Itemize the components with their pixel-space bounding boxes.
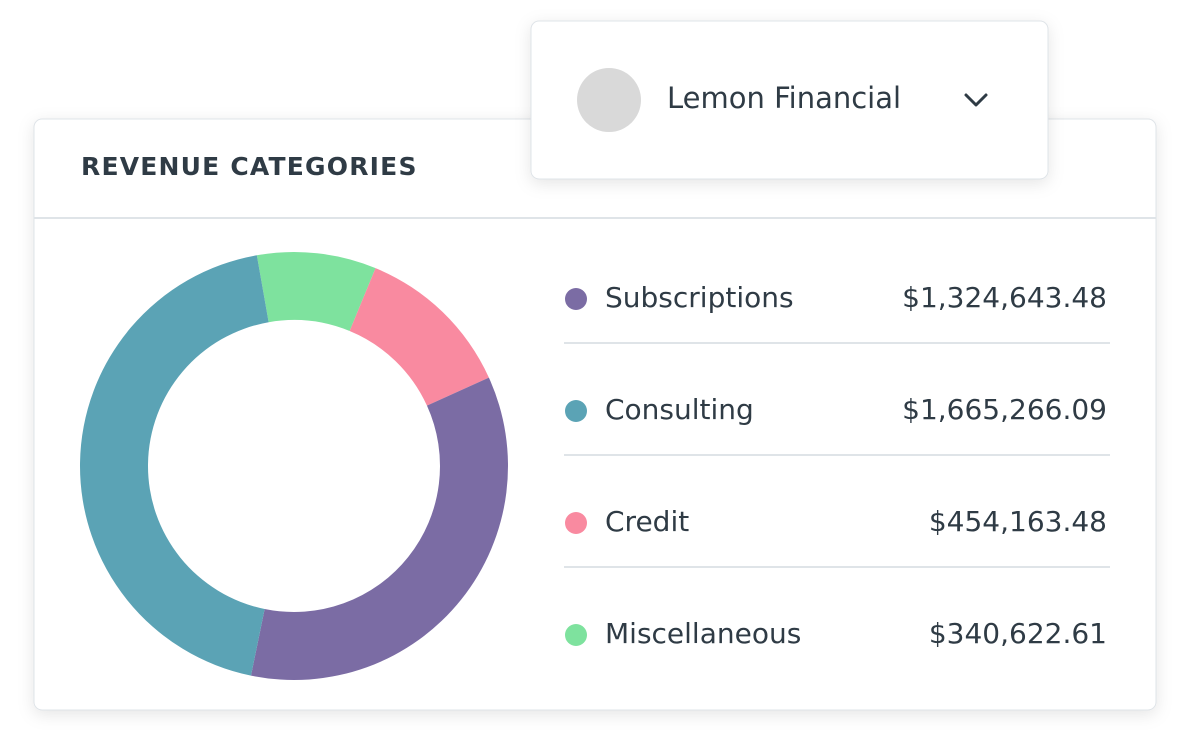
- legend-value: $1,324,643.48: [902, 281, 1107, 314]
- donut-chart: [80, 252, 508, 680]
- legend-name: Credit: [605, 505, 689, 538]
- legend-name: Consulting: [605, 393, 754, 426]
- legend-value: $1,665,266.09: [902, 393, 1107, 426]
- avatar: [577, 68, 641, 132]
- legend-value: $454,163.48: [929, 505, 1107, 538]
- legend-dot: [565, 624, 587, 646]
- card: REVENUE CATEGORIES Subscriptions $1,324,6…: [33, 118, 1157, 711]
- card-title: REVENUE CATEGORIES: [81, 152, 418, 181]
- legend: Subscriptions $1,324,643.48 Consulting $1,6…: [564, 281, 1110, 650]
- legend-value: $340,622.61: [929, 617, 1107, 650]
- donut-slice: [80, 255, 269, 676]
- dropdown-box[interactable]: [530, 20, 1049, 180]
- legend-name: Subscriptions: [605, 281, 794, 314]
- donut-slice: [256, 252, 376, 332]
- company-dropdown[interactable]: Lemon Financial: [530, 20, 1049, 180]
- donut-slice: [349, 268, 489, 406]
- donut-slice: [250, 377, 508, 680]
- legend-dot: [565, 400, 587, 422]
- legend-dot: [565, 512, 587, 534]
- dropdown-label: Lemon Financial: [667, 81, 901, 115]
- legend-dot: [565, 288, 587, 310]
- chevron-icon[interactable]: [964, 93, 988, 107]
- legend-name: Miscellaneous: [605, 617, 801, 650]
